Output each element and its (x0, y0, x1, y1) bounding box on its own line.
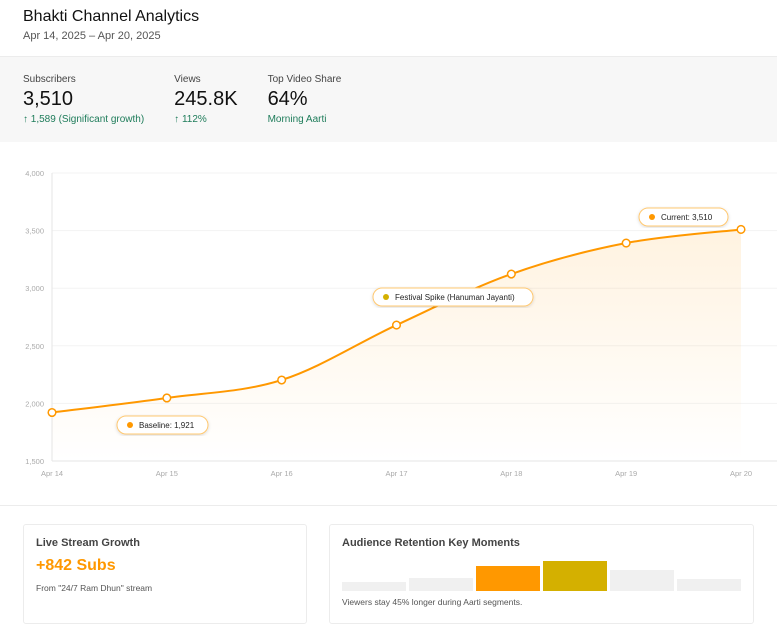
stat-delta: ↑ 112% (174, 114, 207, 125)
data-point (47, 407, 57, 418)
retention-bar (610, 570, 674, 591)
retention-bar (342, 582, 406, 591)
data-point (621, 238, 631, 248)
subscriber-chart: 1,500 2,000 2,500 3,000 3,500 4,000 Apr 14 Apr … (25, 169, 777, 478)
y-tick-label: 1,500 (25, 457, 44, 466)
stat-delta: ↑ 1,589 (Significant growth) (23, 114, 145, 125)
annotation-pill (372, 287, 534, 307)
y-tick-label: 4,000 (25, 169, 44, 178)
y-tick-label: 2,500 (25, 342, 44, 351)
live-stream-card: Live Stream Growth +842 Subs From "24/7 … (23, 524, 307, 624)
live-value: +842 Subs (36, 557, 116, 574)
page-title: Bhakti Channel Analytics (23, 8, 200, 25)
area-fill (52, 229, 741, 461)
stat-value: 245.8K (174, 88, 238, 110)
retention-bar (476, 566, 540, 591)
annotation-dot (127, 422, 133, 428)
annotation-dot (649, 214, 655, 220)
retention-bar (543, 561, 607, 591)
live-note: From "24/7 Ram Dhun" stream (36, 583, 153, 593)
x-tick-label: Apr 19 (615, 469, 637, 478)
stat-views: Views 245.8K ↑ 112% (174, 74, 237, 125)
y-tick-label: 3,000 (25, 284, 44, 293)
stat-label: Top Video Share (267, 74, 342, 85)
x-tick-label: Apr 20 (730, 469, 752, 478)
x-tick-label: Apr 17 (385, 469, 407, 478)
card-title: Live Stream Growth (36, 537, 140, 549)
annotation-dot (383, 294, 389, 300)
x-tick-label: Apr 15 (156, 469, 178, 478)
annotation-pill (638, 207, 729, 227)
annotation-label: Current: 3,510 (661, 213, 713, 222)
data-point (736, 224, 746, 234)
annotation-pill (116, 415, 209, 435)
x-tick-label: Apr 16 (271, 469, 293, 478)
retention-note: Viewers stay 45% longer during Aarti seg… (342, 597, 523, 607)
stat-value: 64% (267, 88, 308, 110)
y-tick-label: 2,000 (25, 399, 44, 408)
data-point (391, 320, 402, 330)
stat-delta: Morning Aarti (267, 114, 327, 125)
stats-bar: Subscribers 3,510 ↑ 1,589 (Significant g… (0, 57, 777, 142)
y-tick-label: 3,500 (25, 227, 44, 236)
retention-card: Audience Retention Key Moments Viewers s… (329, 524, 754, 624)
retention-bar (677, 579, 741, 591)
x-tick-label: Apr 14 (41, 469, 63, 478)
stat-value: 3,510 (23, 88, 74, 110)
data-point (506, 269, 516, 279)
data-point (277, 375, 287, 385)
stat-label: Views (174, 74, 201, 85)
stat-subscribers: Subscribers 3,510 ↑ 1,589 (Significant g… (23, 74, 144, 125)
card-title: Audience Retention Key Moments (342, 537, 520, 549)
stat-label: Subscribers (23, 74, 76, 85)
date-range: Apr 14, 2025 – Apr 20, 2025 (23, 30, 161, 42)
x-tick-label: Apr 18 (500, 469, 522, 478)
annotation-label: Festival Spike (Hanuman Jayanti) (395, 293, 515, 302)
header: Bhakti Channel Analytics Apr 14, 2025 – … (0, 0, 777, 57)
stat-top-video: Top Video Share 64% Morning Aarti (268, 74, 342, 125)
data-point (162, 393, 172, 403)
annotation-label: Baseline: 1,921 (139, 421, 195, 430)
divider (0, 505, 777, 506)
retention-bar (409, 578, 473, 591)
retention-bars (342, 557, 741, 591)
